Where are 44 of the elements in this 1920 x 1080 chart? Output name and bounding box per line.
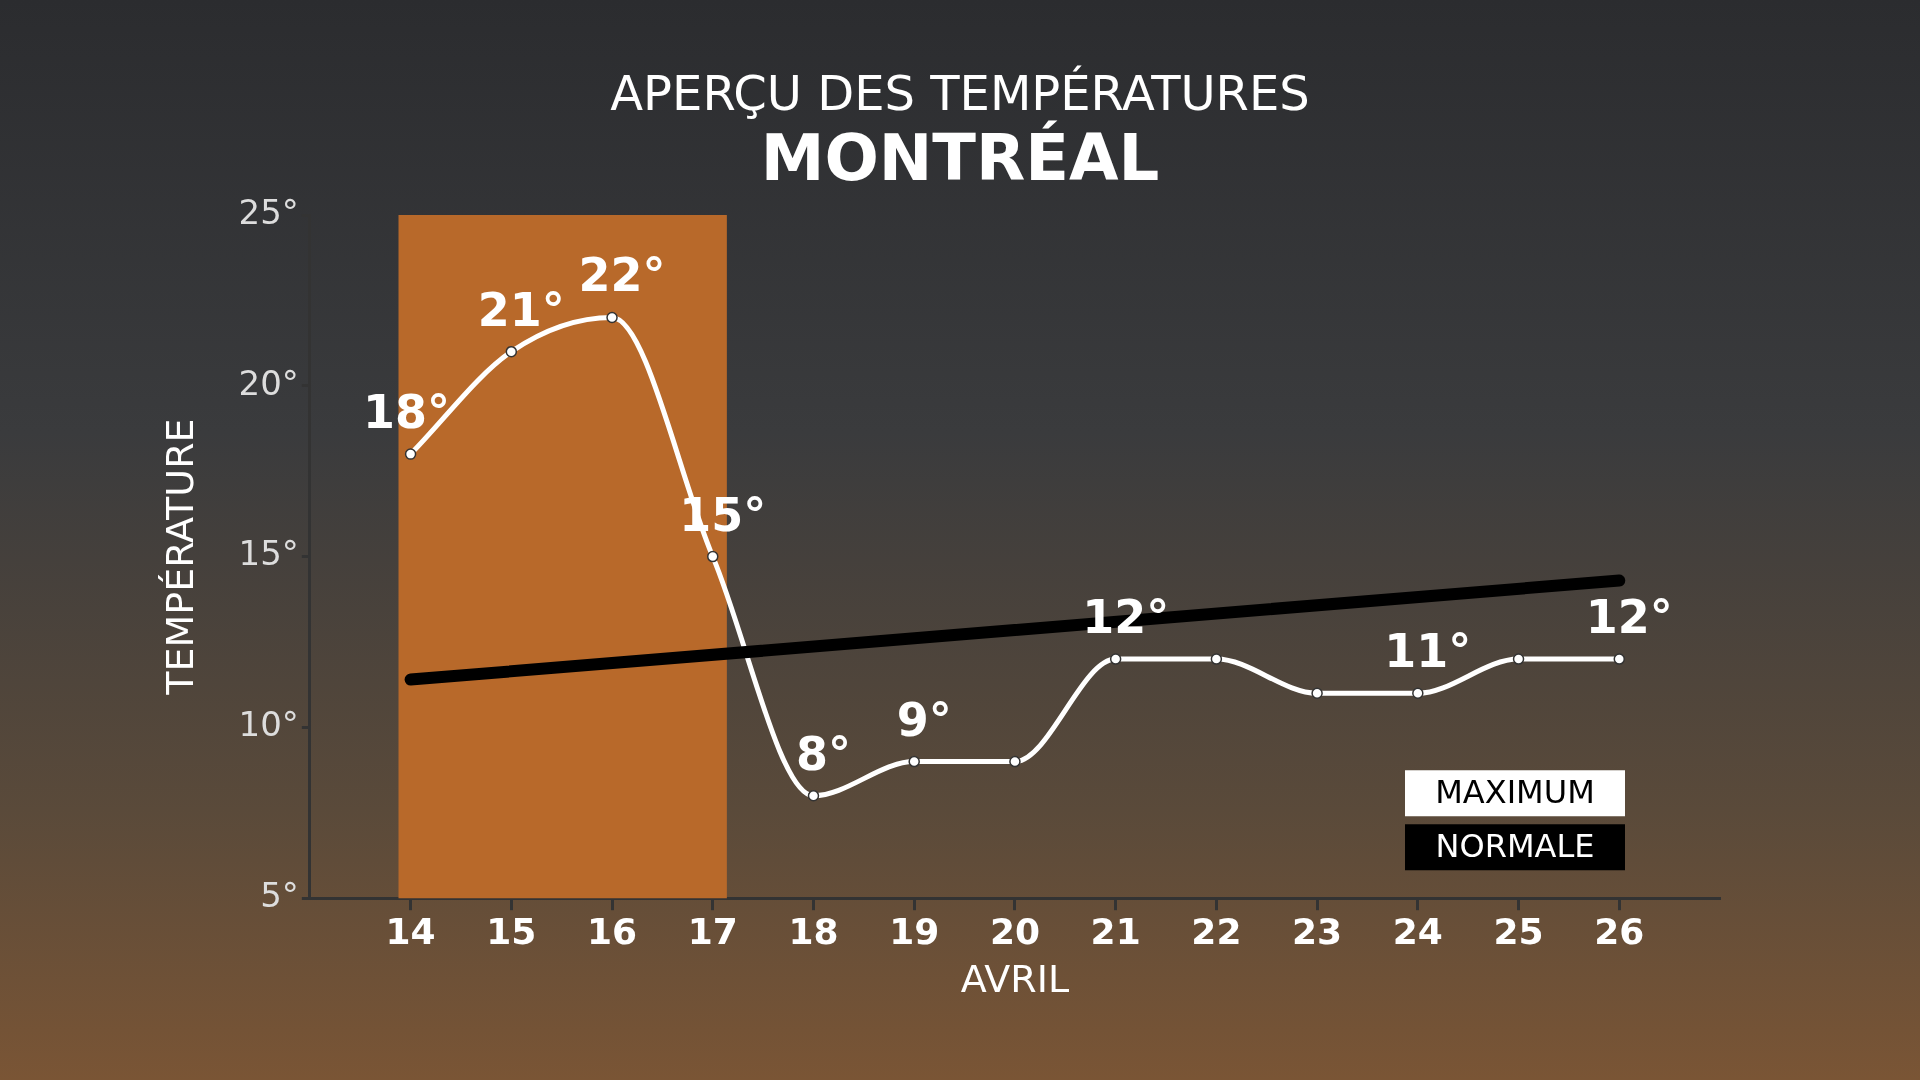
y-tick-label: 15° <box>238 533 299 574</box>
point <box>505 345 518 358</box>
y-tick-label: 10° <box>238 704 299 745</box>
x-tick-label: 17 <box>687 911 738 953</box>
text: MAXIMUM <box>1435 772 1595 811</box>
point <box>1311 687 1323 699</box>
y-tick-label: 5° <box>260 875 299 916</box>
x-tick-label: 15 <box>486 911 537 953</box>
x-tick-label: 21 <box>1090 911 1141 953</box>
point <box>1412 687 1424 699</box>
point <box>1109 653 1122 665</box>
x-tick-label: 14 <box>385 911 436 953</box>
y-tick-label: 20° <box>238 362 299 403</box>
data-label: 11° <box>1384 624 1472 679</box>
x-tick-label: 22 <box>1191 911 1242 953</box>
point <box>1009 755 1021 768</box>
x-tick-label: 24 <box>1392 911 1443 953</box>
x-tick-label: 25 <box>1493 911 1544 953</box>
y-axis-title: TEMPÉRATURE <box>157 418 202 696</box>
point <box>404 448 417 460</box>
x-tick-label: 23 <box>1292 911 1343 953</box>
x-tick-label: 16 <box>586 911 638 953</box>
data-label: 8° <box>795 726 851 781</box>
x-tick-label: 19 <box>889 911 940 953</box>
point <box>707 550 719 563</box>
chart-subtitle: MONTRÉAL <box>760 120 1160 195</box>
x-tick-label: 20 <box>989 911 1040 953</box>
data-label: 22° <box>578 248 666 303</box>
point <box>1210 653 1223 665</box>
point <box>606 311 618 324</box>
point <box>807 789 820 802</box>
data-label: 21° <box>477 282 565 337</box>
x-tick-label: 26 <box>1594 911 1645 953</box>
point <box>908 755 920 768</box>
point <box>1512 653 1525 665</box>
chart-title: APERÇU DES TEMPÉRATURES <box>610 65 1310 121</box>
data-label: 12° <box>1082 590 1170 645</box>
data-label: 9° <box>896 692 952 747</box>
text: NORMALE <box>1435 826 1595 865</box>
y-tick-label: 25° <box>238 191 299 232</box>
x-axis-title: AVRIL <box>960 957 1070 1002</box>
x-tick-label: 18 <box>788 911 839 953</box>
data-label: 12° <box>1585 590 1673 645</box>
point <box>1613 653 1626 665</box>
